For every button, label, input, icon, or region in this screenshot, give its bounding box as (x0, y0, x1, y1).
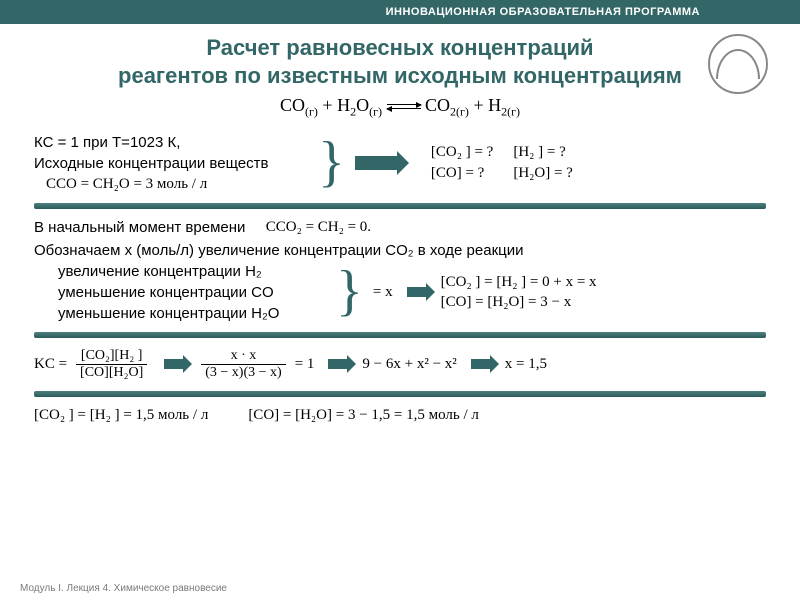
brace-icon: } (318, 146, 345, 180)
t0-formula: CСО₂ = CН₂ = 0. (266, 219, 371, 236)
title-line-2: реагентов по известным исходным концентр… (118, 63, 682, 88)
state-h2o: (г) (369, 105, 382, 119)
unknowns-grid: [CO₂ ] = ? [H₂ ] = ? [CO] = ? [H₂O] = ? (431, 144, 573, 182)
delta-h2o: уменьшение концентрации H₂O (58, 305, 332, 322)
delta-h2: увеличение концентрации H₂ (58, 263, 332, 280)
unknown-h2o: [H₂O] = ? (513, 165, 573, 182)
title-line-1: Расчет равновесных концентраций (206, 35, 593, 60)
answers-row: [CO₂ ] = [H₂ ] = 1,5 моль / л [CO] = [H₂… (34, 407, 766, 424)
divider-2 (34, 332, 766, 338)
product-co2: CO (425, 95, 450, 115)
given-row: КС = 1 при Т=1023 К, Исходные концентрац… (34, 134, 766, 193)
logo-icon (716, 49, 760, 79)
kc-fraction: [CO₂][H₂ ] [CO][H₂O] (76, 348, 147, 381)
unknown-co2: [CO₂ ] = ? (431, 144, 493, 161)
answer-reagents: [CO] = [H₂O] = 3 − 1,5 = 1,5 моль / л (248, 407, 479, 424)
initial-conc-formula: CСО = CН₂О = 3 моль / л (46, 176, 314, 193)
divider-3 (34, 391, 766, 397)
arrow-icon-5 (471, 359, 491, 369)
brace-icon-2: } (336, 275, 363, 309)
equilibrium-arrows-icon (387, 101, 421, 112)
sub-co2: 2(г) (450, 105, 469, 119)
solve-row: KС = [CO₂][H₂ ] [CO][H₂O] x · x (3 − x)(… (34, 348, 766, 381)
footer-text: Модуль I. Лекция 4. Химическое равновеси… (20, 583, 227, 594)
unknown-co: [CO] = ? (431, 165, 493, 182)
t0-row: В начальный момент времени CСО₂ = CН₂ = … (34, 219, 766, 236)
reagent-co: CO (280, 95, 305, 115)
banner-text: ИННОВАЦИОННАЯ ОБРАЗОВАТЕЛЬНАЯ ПРОГРАММА (386, 6, 700, 18)
state-co: (г) (305, 105, 318, 119)
plus-2: + H (473, 95, 501, 115)
slide-title: Расчет равновесных концентраций реагенто… (40, 34, 760, 89)
kc-temperature: КС = 1 при Т=1023 К, (34, 134, 314, 151)
unknown-h2: [H₂ ] = ? (513, 144, 573, 161)
denote-x: Обозначаем x (моль/л) увеличение концент… (34, 242, 766, 259)
header-banner: ИННОВАЦИОННАЯ ОБРАЗОВАТЕЛЬНАЯ ПРОГРАММА (0, 0, 800, 24)
reagent-o: O (356, 95, 369, 115)
logo-badge (708, 34, 768, 94)
equals-x: = x (373, 284, 393, 301)
x-frac-num: x · x (201, 348, 285, 365)
expansion: 9 − 6x + x² − x² (362, 356, 456, 373)
divider (34, 203, 766, 209)
eq-co2-h2: [CO₂ ] = [H₂ ] = 0 + x = x (441, 274, 597, 291)
eq-co-h2o: [CO] = [H₂O] = 3 − x (441, 294, 597, 311)
equilibrium-expressions: [CO₂ ] = [H₂ ] = 0 + x = x [CO] = [H₂O] … (441, 274, 597, 311)
delta-co: уменьшение концентрации CO (58, 284, 332, 301)
initial-conc-label: Исходные концентрации веществ (34, 155, 314, 172)
t0-label: В начальный момент времени (34, 219, 245, 236)
kc-frac-den: [CO][H₂O] (76, 365, 147, 381)
arrow-icon-4 (328, 359, 348, 369)
arrow-icon-2 (407, 287, 427, 297)
arrow-icon (355, 156, 399, 170)
kc-frac-num: [CO₂][H₂ ] (76, 348, 147, 365)
x-fraction: x · x (3 − x)(3 − x) (201, 348, 285, 381)
x-result: x = 1,5 (505, 356, 547, 373)
plus-1: + H (322, 95, 350, 115)
equals-one: = 1 (295, 356, 315, 373)
delta-row: увеличение концентрации H₂ уменьшение ко… (34, 263, 766, 322)
kc-label: KС = (34, 356, 67, 373)
arrow-icon-3 (164, 359, 184, 369)
sub-h2: 2(г) (501, 105, 520, 119)
answer-products: [CO₂ ] = [H₂ ] = 1,5 моль / л (34, 407, 208, 424)
x-frac-den: (3 − x)(3 − x) (201, 365, 285, 381)
reaction-equation: CO(г) + H2O(г) CO2(г) + H2(г) (0, 95, 800, 120)
